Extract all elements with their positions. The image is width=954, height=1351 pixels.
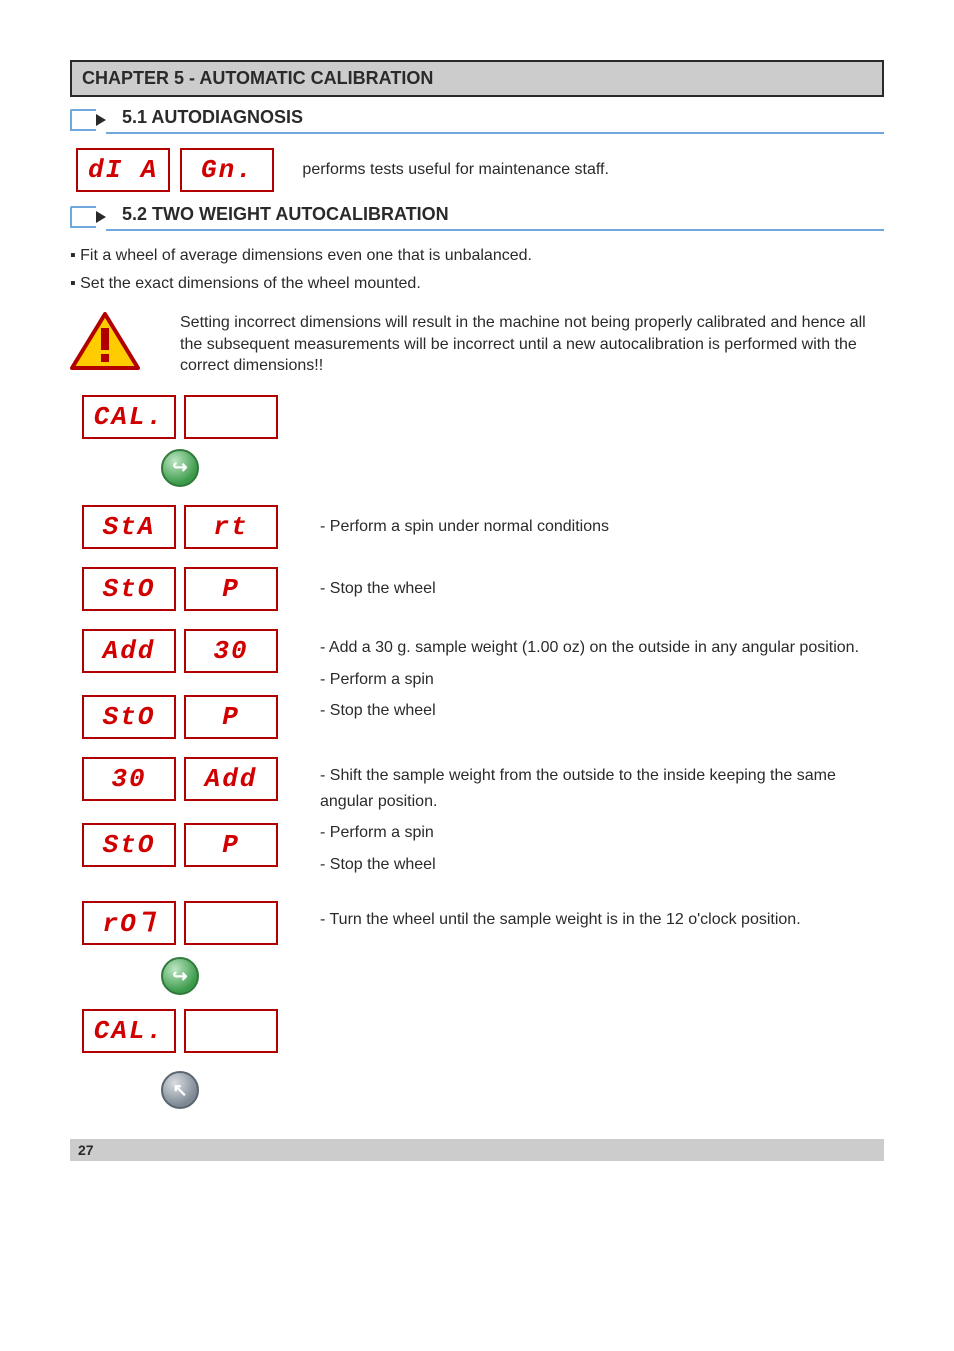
seg-display-right: Add — [184, 757, 278, 801]
step-start-text: - Perform a spin under normal conditions — [320, 514, 884, 540]
seg-display-right: Gn. — [180, 148, 274, 192]
seg-display-left: StA — [82, 505, 176, 549]
step-stop1-text: - Stop the wheel — [320, 576, 884, 602]
seg-display-right — [184, 395, 278, 439]
step-add30: Add 30 StO P - Add a 30 g. sample weight… — [70, 629, 884, 739]
step-shift-text2: - Perform a spin — [320, 820, 884, 846]
page-number: 27 — [78, 1142, 94, 1158]
seg-display-right: P — [184, 823, 278, 867]
warning-icon — [70, 312, 140, 372]
enter-button[interactable]: ↪ — [161, 449, 199, 487]
section-diag-title: 5.1 AUTODIAGNOSIS — [106, 105, 884, 134]
warning-text: Setting incorrect dimensions will result… — [180, 312, 884, 377]
seg-display-right: rt — [184, 505, 278, 549]
step-start: StA rt - Perform a spin under normal con… — [70, 505, 884, 549]
seg-display-left: 30 — [82, 757, 176, 801]
diag-display-row: dI A Gn. performs tests useful for maint… — [76, 148, 884, 192]
chapter-title: CHAPTER 5 - AUTOMATIC CALIBRATION — [70, 60, 884, 97]
seg-display-left: StO — [82, 567, 176, 611]
footer-bar: 27 — [70, 1139, 884, 1161]
step-stop3-text: - Stop the wheel — [320, 852, 884, 878]
step-rotate: rOᒣ ↪ CAL. ↖ - Turn the wheel until the … — [70, 901, 884, 1109]
cal-bullet-2: ▪ Set the exact dimensions of the wheel … — [70, 273, 884, 295]
enter-button[interactable]: ↪ — [161, 957, 199, 995]
step-rotate-text: - Turn the wheel until the sample weight… — [320, 907, 884, 933]
seg-display-right: 30 — [184, 629, 278, 673]
seg-display-left: Add — [82, 629, 176, 673]
seg-display-left: dI A — [76, 148, 170, 192]
section-diag-header: 5.1 AUTODIAGNOSIS — [70, 105, 884, 134]
step-shift-text1: - Shift the sample weight from the outsi… — [320, 763, 884, 814]
seg-display-right: P — [184, 567, 278, 611]
seg-display-left: StO — [82, 823, 176, 867]
section-arrow-icon — [70, 206, 96, 228]
step-add30-text2: - Perform a spin — [320, 667, 884, 693]
seg-display-left: StO — [82, 695, 176, 739]
seg-display-right — [184, 1009, 278, 1053]
seg-display-right: P — [184, 695, 278, 739]
warning-block: Setting incorrect dimensions will result… — [70, 312, 884, 377]
section-arrow-icon — [70, 109, 96, 131]
step-cal: CAL. ↪ — [70, 395, 884, 487]
diag-description: performs tests useful for maintenance st… — [302, 161, 884, 179]
seg-display-left: rOᒣ — [82, 901, 176, 945]
cal-bullet-1: ▪ Fit a wheel of average dimensions even… — [70, 245, 884, 267]
back-button[interactable]: ↖ — [161, 1071, 199, 1109]
step-add30-text1: - Add a 30 g. sample weight (1.00 oz) on… — [320, 635, 884, 661]
section-cal-header: 5.2 TWO WEIGHT AUTOCALIBRATION — [70, 202, 884, 231]
section-cal-title: 5.2 TWO WEIGHT AUTOCALIBRATION — [106, 202, 884, 231]
step-shift: 30 Add StO P - Shift the sample weight f… — [70, 757, 884, 883]
seg-display-right — [184, 901, 278, 945]
seg-display-left: CAL. — [82, 395, 176, 439]
seg-display-left: CAL. — [82, 1009, 176, 1053]
step-stop2-text: - Stop the wheel — [320, 698, 884, 724]
step-stop-1: StO P - Stop the wheel — [70, 567, 884, 611]
